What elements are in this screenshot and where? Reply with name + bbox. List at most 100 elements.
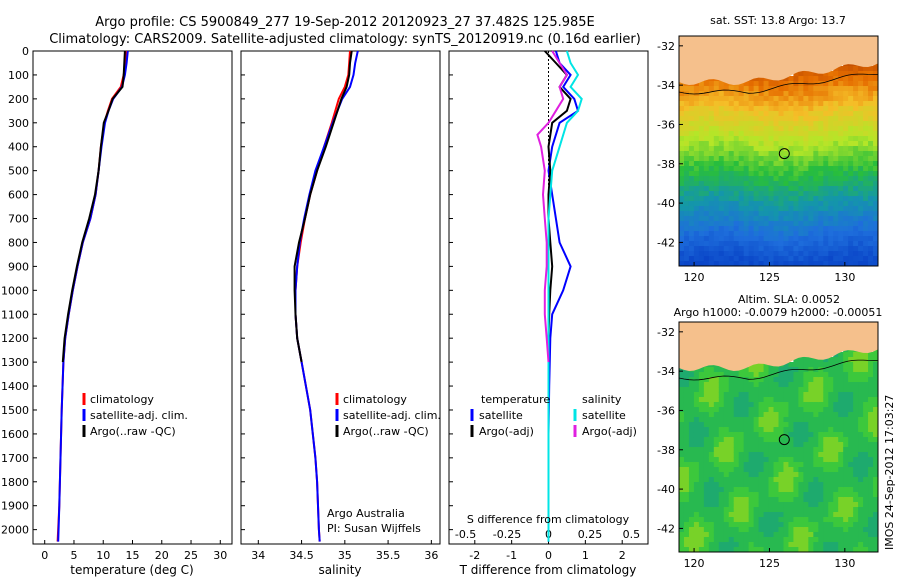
map-cell	[823, 241, 829, 247]
map-cell	[813, 221, 819, 227]
map-cell	[768, 116, 775, 122]
map-cell	[838, 432, 844, 438]
map-cell	[728, 457, 735, 463]
map-cell	[733, 151, 740, 157]
legend-satellite-label: satellite-adj. clim.	[90, 409, 188, 422]
map-cell	[803, 437, 809, 443]
map-cell	[873, 106, 879, 112]
map-cell	[718, 216, 725, 222]
map-cell	[858, 512, 864, 518]
map-cell	[863, 256, 869, 262]
map-cell	[763, 241, 770, 247]
map-cell	[728, 91, 735, 97]
map-cell	[679, 462, 685, 468]
map-cell	[763, 422, 770, 428]
map-cell	[708, 96, 715, 102]
map-cell	[758, 447, 765, 453]
map-cell	[683, 482, 690, 488]
map-cell	[803, 362, 809, 368]
map-cell	[758, 482, 765, 488]
map-cell	[823, 532, 829, 538]
map-cell	[693, 136, 700, 142]
header-line-1: Argo profile: CS 5900849_277 19-Sep-2012…	[95, 15, 595, 30]
map-cell	[748, 246, 755, 252]
map-cell	[723, 251, 730, 257]
map-cell	[818, 512, 824, 518]
map-cell	[713, 106, 720, 112]
map-cell	[723, 422, 730, 428]
map-cell	[763, 382, 770, 388]
map-y-tick-label: -38	[657, 444, 675, 457]
map-cell	[838, 261, 844, 267]
map-cell	[838, 387, 844, 393]
map-cell	[763, 462, 770, 468]
map-cell	[813, 141, 819, 147]
map-cell	[783, 176, 789, 182]
map-cell	[688, 141, 695, 147]
map-cell	[773, 156, 779, 162]
map-cell	[758, 186, 765, 192]
map-cell	[748, 547, 755, 553]
map-cell	[679, 231, 685, 237]
map-cell	[693, 397, 700, 403]
map-cell	[828, 106, 834, 112]
map-cell	[733, 231, 740, 237]
map-cell	[868, 221, 874, 227]
map-cell	[873, 161, 879, 167]
map-cell	[838, 427, 844, 433]
map-cell	[743, 517, 750, 523]
map-cell	[813, 377, 819, 383]
map-cell	[853, 537, 859, 543]
map-cell	[843, 66, 849, 72]
map-cell	[833, 186, 839, 192]
map-cell	[708, 261, 715, 267]
map-cell	[723, 442, 730, 448]
map-cell	[698, 251, 705, 257]
map-cell	[683, 166, 690, 172]
map-cell	[783, 126, 789, 132]
map-cell	[683, 171, 690, 177]
map-cell	[708, 171, 715, 177]
map-cell	[828, 407, 834, 413]
map-cell	[778, 452, 784, 458]
map-cell	[733, 402, 740, 408]
map-cell	[863, 121, 869, 127]
map-cell	[713, 161, 720, 167]
map-cell	[788, 487, 794, 493]
map-cell	[718, 437, 725, 443]
map-cell	[863, 442, 869, 448]
map-cell	[873, 256, 879, 262]
map-cell	[713, 447, 720, 453]
map-x-tick-label: 120	[684, 271, 705, 284]
map-cell	[743, 467, 750, 473]
map-cell	[828, 116, 834, 122]
map-cell	[758, 542, 765, 548]
map-cell	[798, 186, 804, 192]
map-cell	[713, 121, 720, 127]
map-cell	[728, 186, 735, 192]
map-cell	[873, 111, 879, 117]
map-cell	[783, 462, 789, 468]
map-cell	[843, 452, 849, 458]
map-cell	[798, 191, 804, 197]
map-cell	[783, 467, 789, 473]
map-cell	[808, 447, 814, 453]
map-cell	[728, 256, 735, 262]
map-cell	[833, 397, 839, 403]
map-cell	[743, 246, 750, 252]
map-cell	[733, 472, 740, 478]
map-cell	[733, 91, 740, 97]
map-cell	[743, 402, 750, 408]
map-cell	[768, 156, 775, 162]
map-cell	[818, 502, 824, 508]
map-cell	[833, 221, 839, 227]
map-cell	[818, 507, 824, 513]
map-cell	[793, 246, 799, 252]
difference-legend: temperature satellite Argo(-adj) salinit…	[470, 393, 637, 438]
map-cell	[828, 357, 834, 363]
map-cell	[718, 126, 725, 132]
map-cell	[843, 387, 849, 393]
map-cell	[783, 116, 789, 122]
map-cell	[693, 472, 700, 478]
map-cell	[698, 186, 705, 192]
